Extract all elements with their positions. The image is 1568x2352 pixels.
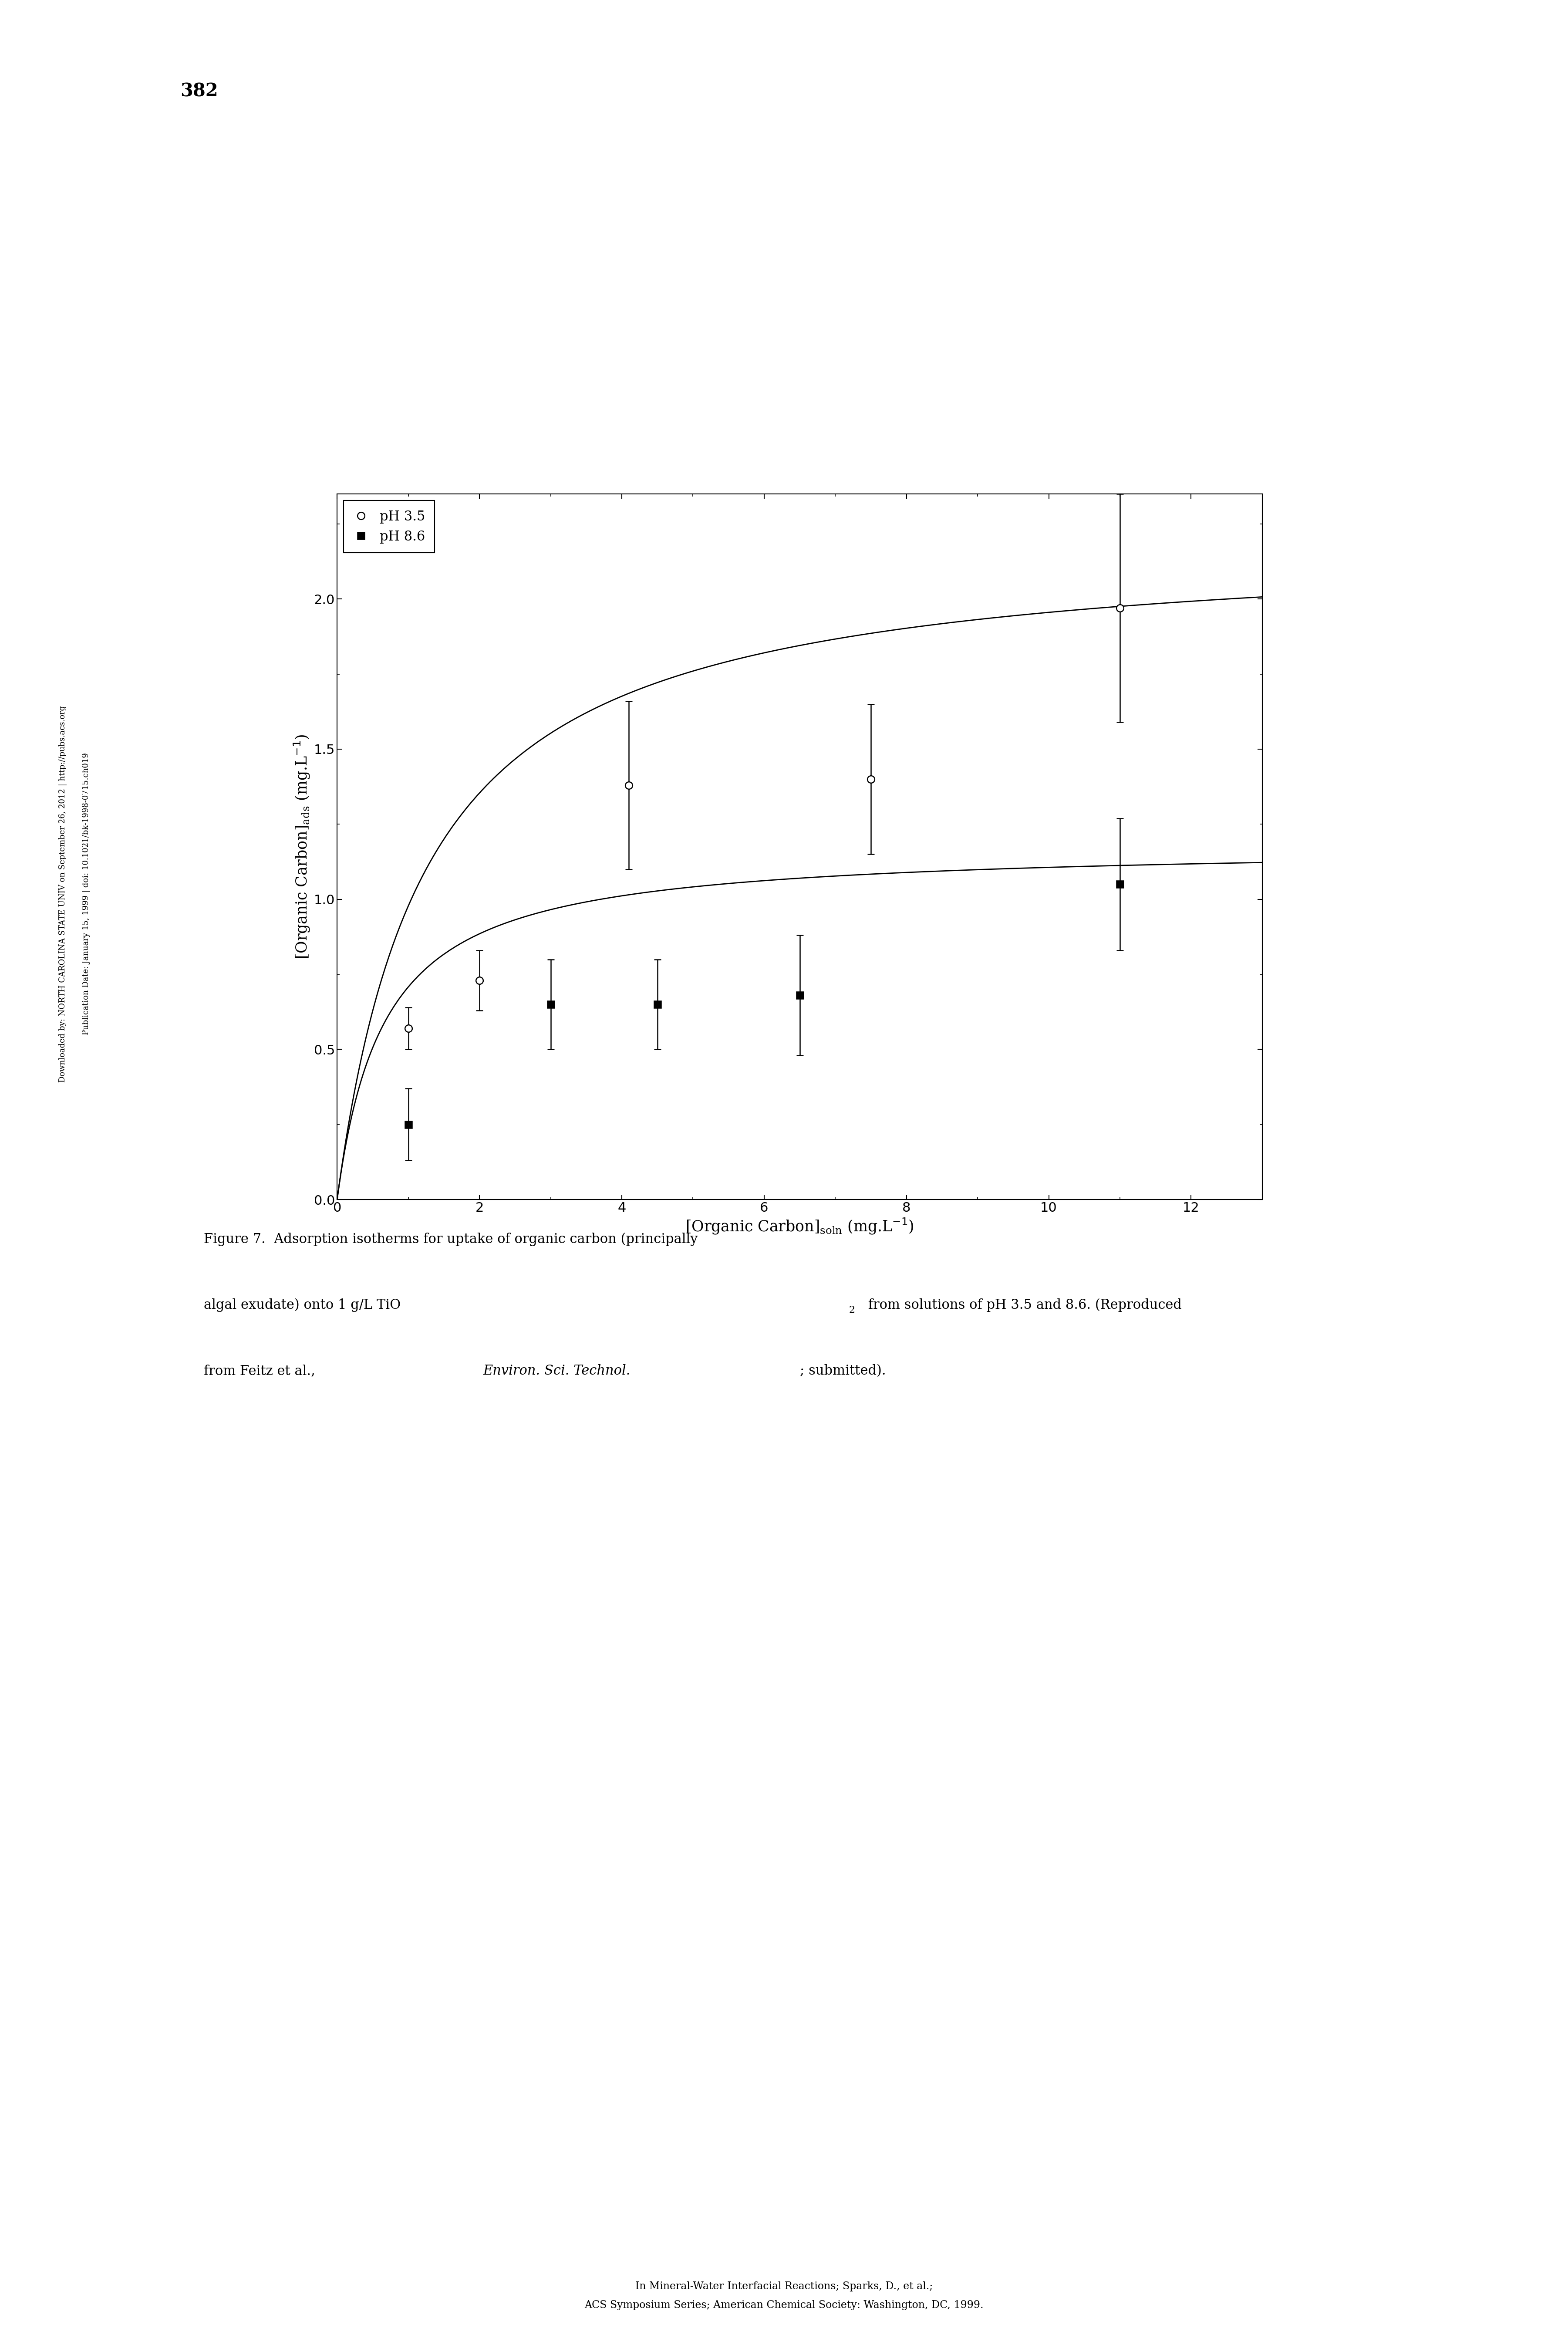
Text: Environ. Sci. Technol.: Environ. Sci. Technol. (483, 1364, 630, 1378)
X-axis label: [Organic Carbon]$_\mathregular{soln}$ (mg.L$^{-1}$): [Organic Carbon]$_\mathregular{soln}$ (m… (685, 1216, 914, 1235)
Text: 2: 2 (850, 1305, 855, 1315)
Text: 382: 382 (180, 82, 218, 101)
Y-axis label: [Organic Carbon]$_\mathregular{ads}$ (mg.L$^{-1}$): [Organic Carbon]$_\mathregular{ads}$ (mg… (293, 734, 312, 960)
Text: ; submitted).: ; submitted). (800, 1364, 886, 1378)
Text: from solutions of pH 3.5 and 8.6. (Reproduced: from solutions of pH 3.5 and 8.6. (Repro… (864, 1298, 1182, 1312)
Text: Downloaded by: NORTH CAROLINA STATE UNIV on September 26, 2012 | http://pubs.acs: Downloaded by: NORTH CAROLINA STATE UNIV… (58, 706, 67, 1082)
Text: In Mineral-Water Interfacial Reactions; Sparks, D., et al.;: In Mineral-Water Interfacial Reactions; … (635, 2281, 933, 2291)
Text: algal exudate) onto 1 g/L TiO: algal exudate) onto 1 g/L TiO (204, 1298, 401, 1312)
Text: ACS Symposium Series; American Chemical Society: Washington, DC, 1999.: ACS Symposium Series; American Chemical … (585, 2300, 983, 2310)
Text: Figure 7.  Adsorption isotherms for uptake of organic carbon (principally: Figure 7. Adsorption isotherms for uptak… (204, 1232, 698, 1247)
Text: Publication Date: January 15, 1999 | doi: 10.1021/bk-1998-0715.ch019: Publication Date: January 15, 1999 | doi… (82, 753, 91, 1035)
Text: from Feitz et al.,: from Feitz et al., (204, 1364, 320, 1378)
Legend: pH 3.5, pH 8.6: pH 3.5, pH 8.6 (343, 501, 434, 553)
